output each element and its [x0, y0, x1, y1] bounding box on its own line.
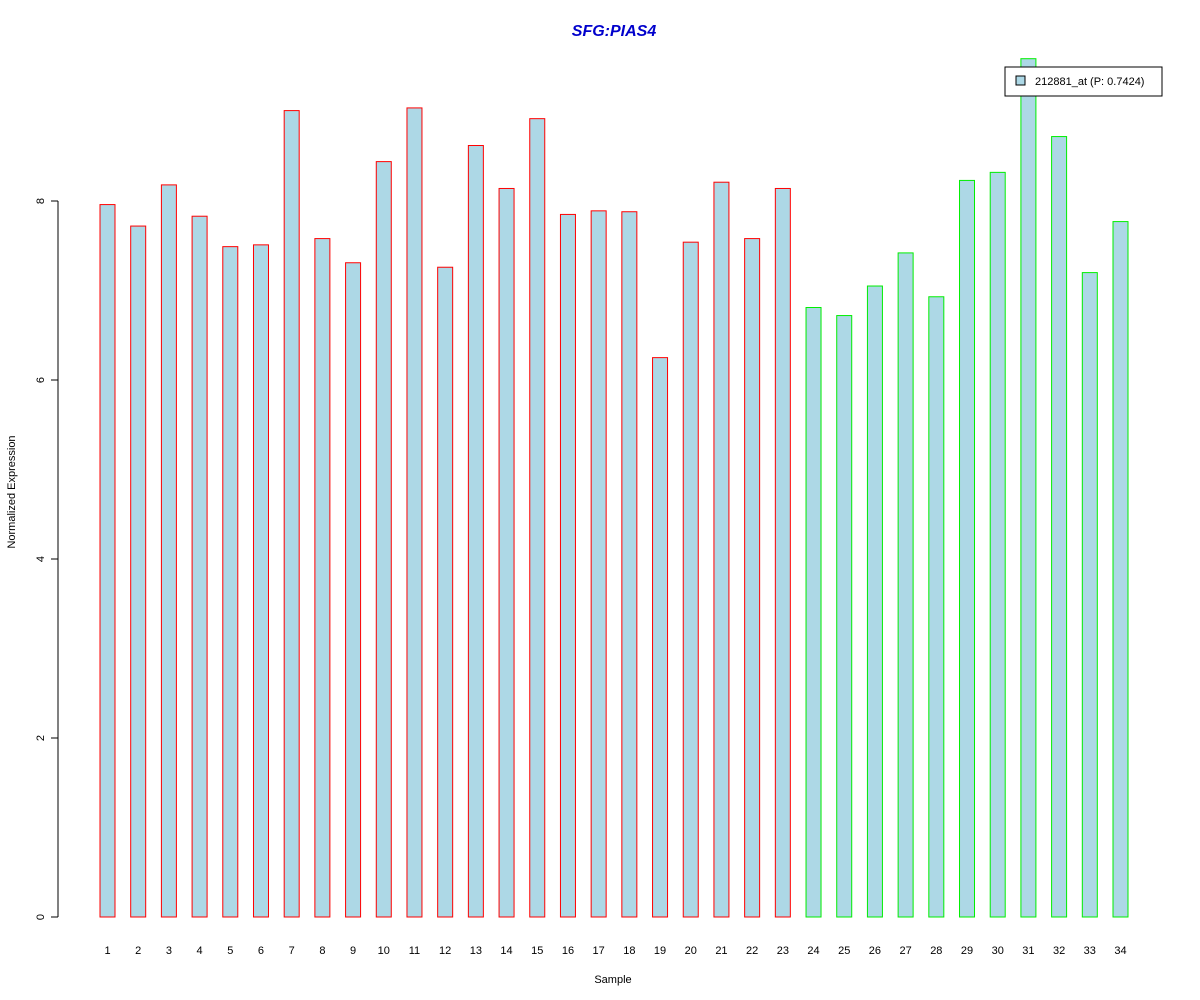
- bar-sample-28: [928, 296, 945, 918]
- x-tick-label: 2: [135, 945, 141, 957]
- bar-sample-32: [1051, 136, 1068, 918]
- bar-sample-5: [222, 246, 239, 918]
- x-tick-label: 26: [869, 945, 881, 957]
- x-tick-label: 31: [1022, 945, 1034, 957]
- x-tick-label: 5: [227, 945, 233, 957]
- x-tick-label: 33: [1084, 945, 1096, 957]
- chart-title: SFG:PIAS4: [572, 23, 657, 40]
- x-tick-label: 21: [715, 945, 727, 957]
- bar-sample-13: [467, 145, 484, 918]
- bars-group: [99, 58, 1129, 918]
- bar-sample-12: [437, 266, 454, 918]
- x-tick-label: 19: [654, 945, 666, 957]
- x-axis-label: Sample: [594, 974, 631, 986]
- bar-sample-34: [1112, 221, 1129, 918]
- bar-sample-6: [252, 244, 269, 918]
- x-tick-labels: 1 2 3 4 5 6 7 8 9 10 11 12 13 14 15 16 17 18 19 20 21 22 23 24 2…: [104, 945, 1126, 957]
- x-tick-label: 1: [104, 945, 110, 957]
- x-tick-label: 18: [623, 945, 635, 957]
- x-tick-label: 17: [593, 945, 605, 957]
- x-tick-label: 6: [258, 945, 264, 957]
- x-tick-label: 8: [319, 945, 325, 957]
- bar-sample-7: [283, 110, 300, 918]
- x-tick-label: 29: [961, 945, 973, 957]
- bar-sample-26: [866, 285, 883, 918]
- bar-sample-25: [836, 315, 853, 918]
- bar-sample-11: [406, 107, 423, 918]
- bar-sample-31: [1020, 58, 1037, 918]
- x-tick-label: 15: [531, 945, 543, 957]
- bar-sample-20: [682, 241, 699, 918]
- y-tick-label: 4: [35, 556, 47, 562]
- bar-sample-10: [375, 161, 392, 918]
- bar-sample-21: [713, 181, 730, 918]
- bar-sample-27: [897, 252, 914, 918]
- y-tick-label: 2: [35, 735, 47, 741]
- y-axis-label: Normalized Expression: [6, 435, 18, 548]
- bar-sample-23: [774, 187, 791, 918]
- bar-sample-14: [498, 187, 515, 918]
- legend-label: 212881_at (P: 0.7424): [1035, 76, 1144, 88]
- x-tick-label: 23: [777, 945, 789, 957]
- legend-swatch: [1015, 75, 1026, 86]
- x-tick-label: 11: [409, 945, 420, 957]
- bar-sample-16: [559, 213, 576, 918]
- bar-sample-1: [99, 204, 116, 918]
- bar-sample-9: [345, 262, 362, 918]
- x-tick-label: 13: [470, 945, 482, 957]
- bar-sample-8: [314, 238, 331, 918]
- bar-sample-3: [160, 184, 177, 918]
- x-tick-label: 20: [685, 945, 697, 957]
- x-tick-label: 4: [197, 945, 203, 957]
- bar-sample-15: [529, 118, 546, 918]
- bar-sample-29: [959, 179, 976, 918]
- legend: 212881_at (P: 0.7424): [1004, 66, 1163, 97]
- y-tick-label: 6: [35, 377, 47, 383]
- x-tick-label: 27: [899, 945, 911, 957]
- x-tick-label: 34: [1114, 945, 1126, 957]
- bar-sample-4: [191, 215, 208, 918]
- x-tick-label: 9: [350, 945, 356, 957]
- bar-sample-2: [130, 225, 147, 918]
- y-tick-label: 0: [35, 914, 47, 920]
- bar-sample-30: [989, 171, 1006, 918]
- x-tick-label: 12: [439, 945, 451, 957]
- x-tick-label: 10: [378, 945, 390, 957]
- legend-box: [1004, 66, 1163, 97]
- x-tick-label: 14: [500, 945, 512, 957]
- x-tick-label: 22: [746, 945, 758, 957]
- bar-sample-33: [1081, 272, 1098, 918]
- bar-sample-22: [744, 238, 761, 918]
- x-tick-label: 30: [992, 945, 1004, 957]
- bar-sample-19: [652, 357, 669, 918]
- x-tick-label: 16: [562, 945, 574, 957]
- x-tick-label: 32: [1053, 945, 1065, 957]
- x-tick-label: 25: [838, 945, 850, 957]
- x-tick-label: 7: [289, 945, 295, 957]
- x-tick-label: 28: [930, 945, 942, 957]
- x-tick-label: 24: [807, 945, 819, 957]
- bar-sample-17: [590, 210, 607, 918]
- bar-sample-18: [621, 211, 638, 918]
- y-tick-label: 8: [35, 198, 47, 204]
- y-axis: 0 2 4 6 8: [35, 198, 59, 920]
- bar-sample-24: [805, 307, 822, 918]
- x-tick-label: 3: [166, 945, 172, 957]
